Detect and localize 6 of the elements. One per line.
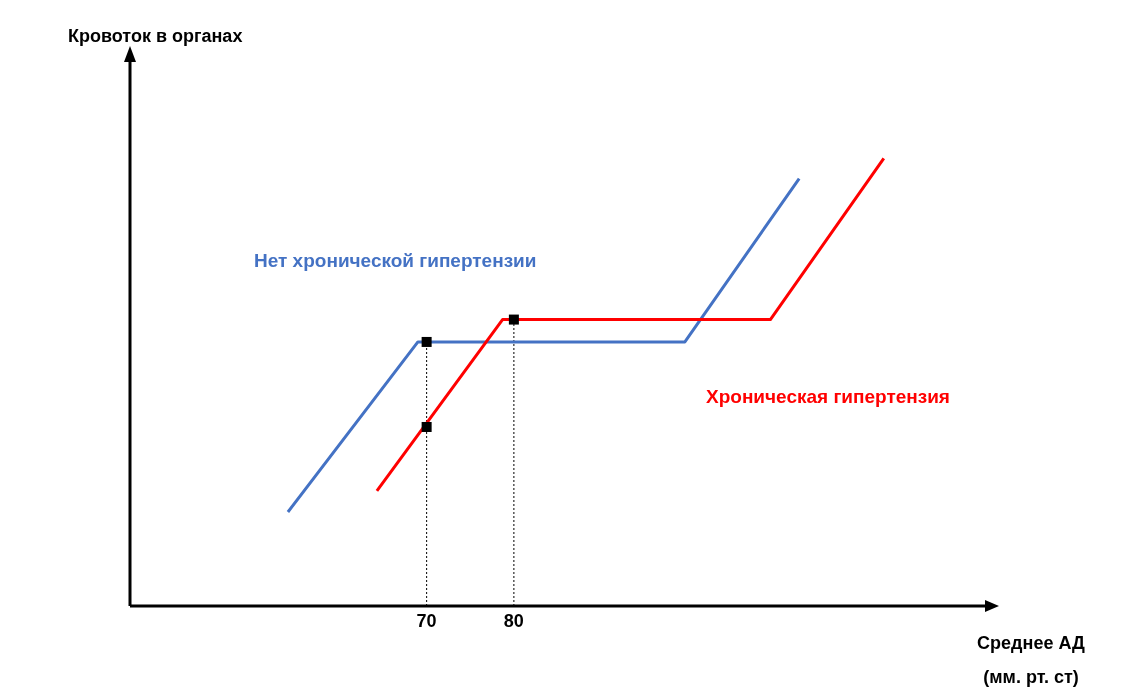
text: Нет хронической гипертензии	[254, 250, 537, 272]
text: Хроническая гипертензия	[706, 386, 950, 408]
x-axis-title: Среднее АД (мм. рт. ст)	[976, 632, 1086, 688]
text: Кровоток в органах	[68, 26, 243, 47]
x-tick-label: 80	[503, 610, 524, 631]
x-tick-label: 70	[416, 610, 437, 631]
